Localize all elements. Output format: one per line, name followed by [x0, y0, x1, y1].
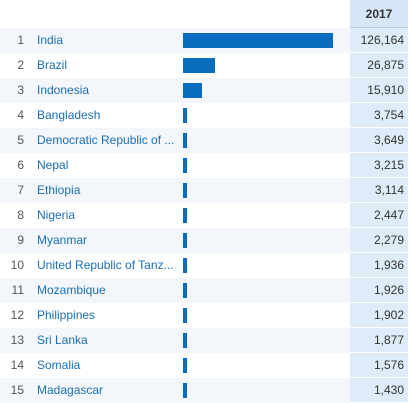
table-row: 4 Bangladesh 3,754: [0, 103, 411, 128]
row-background: [0, 178, 350, 203]
table-row: 12 Philippines 1,902: [0, 303, 411, 328]
rank-label: 10: [10, 258, 24, 272]
bar-mark: [183, 333, 187, 348]
rank-label: 11: [11, 283, 24, 297]
bar-mark: [183, 383, 187, 398]
rank-label: 12: [10, 308, 24, 322]
bar-mark: [183, 158, 187, 173]
value-cell: 3,215: [350, 153, 408, 178]
rank-label: 2: [17, 58, 24, 72]
rank-label: 7: [17, 183, 24, 197]
bar-mark: [183, 83, 202, 98]
table-row: 11 Mozambique 1,926: [0, 278, 411, 303]
row-background: [0, 278, 350, 303]
rank-label: 4: [17, 108, 24, 122]
country-link[interactable]: India: [37, 33, 64, 47]
value-cell: 1,877: [350, 328, 408, 353]
table-row: 8 Nigeria 2,447: [0, 203, 411, 228]
table-row: 2 Brazil 26,875: [0, 53, 411, 78]
country-link[interactable]: Madagascar: [37, 383, 104, 397]
row-background: [0, 128, 350, 153]
table-row: 10 United Republic of Tanz... 1,936: [0, 253, 411, 278]
country-link[interactable]: United Republic of Tanz...: [37, 258, 174, 272]
country-link[interactable]: Democratic Republic of ...: [37, 133, 175, 147]
table-row: 13 Sri Lanka 1,877: [0, 328, 411, 353]
bar-mark: [183, 108, 187, 123]
table-row: 6 Nepal 3,215: [0, 153, 411, 178]
country-link[interactable]: Myanmar: [37, 233, 88, 247]
table-row: 5 Democratic Republic of ... 3,649: [0, 128, 411, 153]
bar-mark: [183, 233, 187, 248]
row-background: [0, 228, 350, 253]
country-link[interactable]: Bangladesh: [37, 108, 101, 122]
country-link[interactable]: Mozambique: [37, 283, 106, 297]
value-cell: 1,926: [350, 278, 408, 303]
bar-mark: [183, 33, 333, 48]
table-row: 14 Somalia 1,576: [0, 353, 411, 378]
value-cell: 1,430: [350, 378, 408, 403]
value-cell: 3,114: [350, 178, 408, 203]
rank-label: 13: [10, 333, 24, 347]
row-background: [0, 78, 350, 103]
country-link[interactable]: Somalia: [37, 358, 81, 372]
country-link[interactable]: Ethiopia: [37, 183, 81, 197]
value-cell: 3,754: [350, 103, 408, 128]
value-cell: 2,447: [350, 203, 408, 228]
bar-mark: [183, 283, 187, 298]
value-cell: 126,164: [350, 28, 408, 53]
rank-label: 6: [17, 158, 24, 172]
value-cell: 15,910: [350, 78, 408, 103]
country-link[interactable]: Nepal: [37, 158, 69, 172]
table-row: 1 India 126,164: [0, 28, 411, 53]
bar-mark: [183, 208, 187, 223]
rank-label: 14: [10, 358, 24, 372]
table-row: 3 Indonesia 15,910: [0, 78, 411, 103]
rank-label: 8: [17, 208, 24, 222]
table-row: 15 Madagascar 1,430: [0, 378, 411, 403]
rank-label: 9: [17, 233, 24, 247]
bar-mark: [183, 258, 187, 273]
value-cell: 26,875: [350, 53, 408, 78]
country-link[interactable]: Brazil: [37, 58, 68, 72]
table-row: 9 Myanmar 2,279: [0, 228, 411, 253]
bar-mark: [183, 358, 187, 373]
value-cell: 3,649: [350, 128, 408, 153]
value-cell: 2,279: [350, 228, 408, 253]
value-cell: 1,936: [350, 253, 408, 278]
country-link[interactable]: Nigeria: [37, 208, 76, 222]
country-link[interactable]: Indonesia: [37, 83, 90, 97]
table-row: 7 Ethiopia 3,114: [0, 178, 411, 203]
table-header-row: 2017: [0, 0, 411, 28]
bar-mark: [183, 133, 187, 148]
rank-label: 3: [17, 83, 24, 97]
rank-label: 15: [10, 383, 24, 397]
value-cell: 1,902: [350, 303, 408, 328]
bar-mark: [183, 58, 215, 73]
value-cell: 1,576: [350, 353, 408, 378]
year-column-header[interactable]: 2017: [350, 0, 408, 28]
row-background: [0, 378, 350, 403]
country-link[interactable]: Philippines: [37, 308, 96, 322]
country-link[interactable]: Sri Lanka: [37, 333, 88, 347]
bar-mark: [183, 183, 187, 198]
row-background: [0, 328, 350, 353]
rank-label: 1: [17, 33, 24, 47]
bar-mark: [183, 308, 187, 323]
rank-label: 5: [17, 133, 24, 147]
